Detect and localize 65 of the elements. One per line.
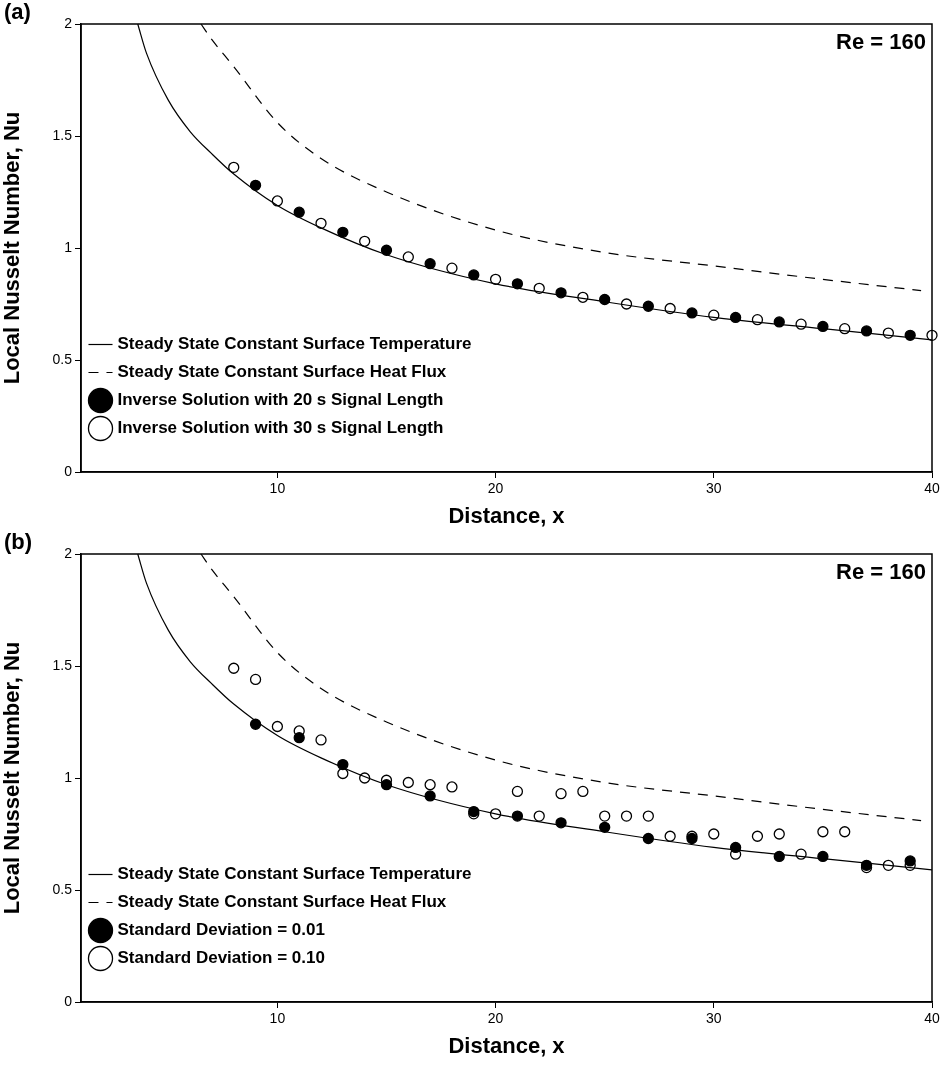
point: [708, 828, 720, 840]
legend-label: Steady State Constant Surface Temperature: [117, 334, 472, 354]
point: [337, 226, 349, 238]
x-tick-label: 20: [487, 480, 504, 497]
legend-label: Standard Deviation = 0.01: [117, 920, 325, 940]
point: [751, 830, 764, 842]
point: [664, 830, 676, 842]
point: [359, 235, 371, 247]
point: [599, 810, 611, 822]
point: [271, 720, 284, 733]
annotation: Re = 160: [836, 559, 926, 585]
x-tick-label: 20: [487, 1010, 504, 1027]
y-tick-label: 0.5: [52, 880, 73, 897]
y-tick-label: 1: [64, 238, 73, 255]
x-axis-title: Distance, x: [448, 502, 566, 528]
point: [773, 828, 785, 840]
point: [315, 734, 327, 746]
point: [249, 179, 262, 191]
point: [293, 732, 305, 744]
annotation: Re = 160: [836, 29, 926, 55]
y-tick-label: 2: [64, 14, 73, 31]
point: [642, 810, 654, 822]
point: [402, 776, 414, 789]
legend-label: Steady State Constant Surface Heat Flux: [117, 362, 447, 382]
point: [489, 273, 502, 286]
x-tick-label: 10: [269, 1010, 286, 1027]
point: [620, 810, 633, 822]
point: [511, 278, 524, 290]
point: [839, 826, 851, 838]
point: [511, 785, 524, 798]
y-tick-label: 0: [64, 462, 73, 479]
y-tick-label: 1.5: [52, 656, 73, 673]
x-tick-label: 40: [924, 1010, 940, 1027]
y-tick-label: 0: [64, 992, 73, 1009]
point: [249, 673, 262, 686]
x-axis-title: Distance, x: [448, 1032, 566, 1058]
y-tick-label: 1: [64, 768, 73, 785]
point: [446, 262, 458, 274]
legend-label: Steady State Constant Surface Temperature: [117, 864, 472, 884]
legend-label: Standard Deviation = 0.10: [117, 948, 325, 968]
text: (a): [4, 0, 31, 25]
x-tick-label: 40: [924, 480, 940, 497]
legend-label: Inverse Solution with 20 s Signal Length: [117, 390, 444, 410]
point: [228, 161, 240, 174]
legend-label: Inverse Solution with 30 s Signal Length: [117, 418, 444, 438]
y-axis-title: Local Nusselt Number, Nu: [0, 641, 25, 915]
point: [599, 821, 611, 833]
point: [533, 810, 545, 822]
x-tick-label: 30: [706, 480, 722, 497]
legend-label: Steady State Constant Surface Heat Flux: [117, 892, 447, 912]
point: [402, 251, 414, 263]
y-tick-label: 0.5: [52, 350, 73, 367]
y-tick-label: 1.5: [52, 126, 73, 143]
point: [228, 662, 240, 674]
point: [904, 855, 916, 867]
point: [555, 788, 567, 800]
point: [424, 779, 436, 791]
y-tick-label: 2: [64, 544, 73, 561]
y-axis-title: Local Nusselt Number, Nu: [0, 111, 25, 385]
x-tick-label: 10: [269, 480, 286, 497]
text: (b): [4, 529, 33, 555]
point: [446, 781, 458, 793]
point: [577, 785, 589, 798]
point: [817, 826, 829, 838]
x-tick-label: 30: [706, 1010, 722, 1027]
